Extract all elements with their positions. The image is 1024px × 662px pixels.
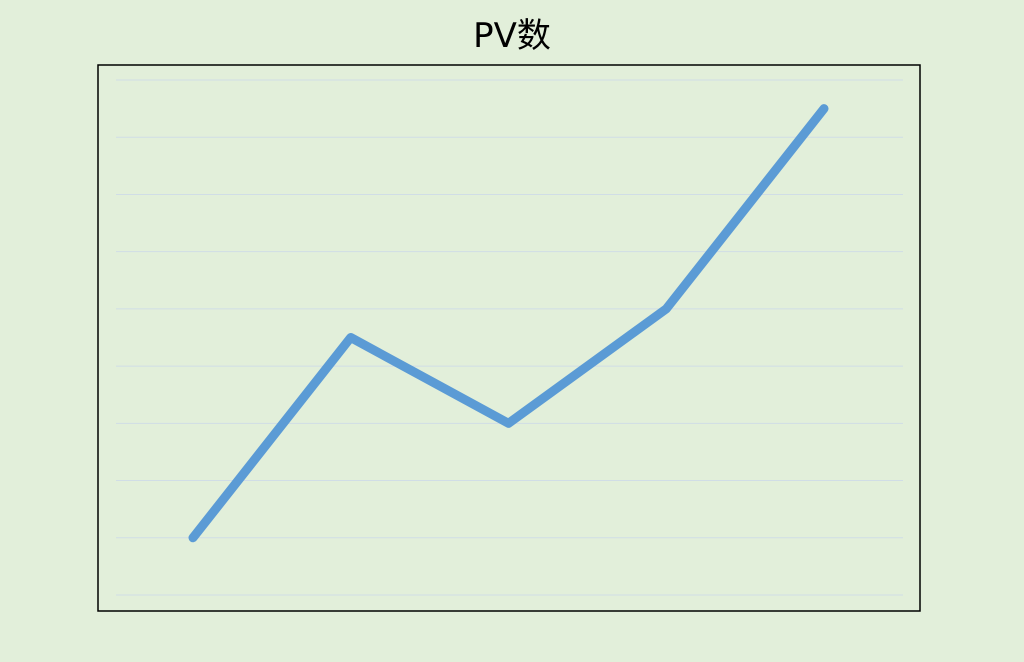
- data-point-0-1: [350, 337, 352, 338]
- data-point-0-4: [823, 108, 825, 110]
- gridlines: [116, 79, 903, 596]
- data-point-0-0: [192, 537, 194, 539]
- data-point-0-2: [508, 422, 509, 424]
- data-point-0-3: [665, 308, 667, 310]
- plot-area-frame: [97, 64, 921, 612]
- series-line-0: [188, 104, 829, 543]
- chart-title: PV数: [473, 16, 551, 56]
- series-layer: [188, 104, 829, 543]
